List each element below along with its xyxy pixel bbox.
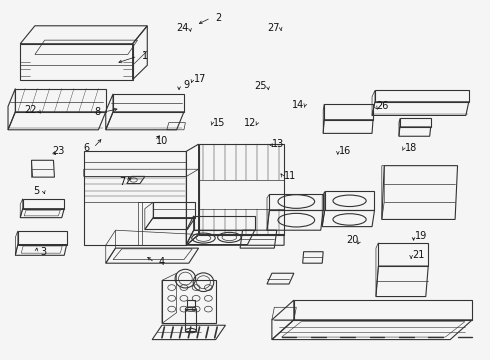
Text: 23: 23 [52, 145, 65, 156]
Text: 10: 10 [156, 136, 168, 145]
Text: 27: 27 [267, 23, 280, 33]
Text: 15: 15 [214, 118, 226, 128]
Text: 3: 3 [41, 247, 47, 257]
Text: 13: 13 [272, 139, 284, 149]
Text: 11: 11 [284, 171, 296, 181]
Text: 24: 24 [176, 23, 189, 33]
Text: 2: 2 [215, 13, 221, 23]
Text: 26: 26 [377, 102, 389, 112]
Text: 9: 9 [183, 80, 190, 90]
Text: 17: 17 [194, 74, 206, 84]
Text: 6: 6 [83, 143, 89, 153]
Text: 21: 21 [412, 250, 425, 260]
Text: 7: 7 [119, 177, 125, 187]
Text: 20: 20 [346, 235, 359, 245]
Text: 22: 22 [24, 105, 37, 115]
Text: 18: 18 [405, 143, 417, 153]
Text: 12: 12 [244, 118, 256, 128]
Text: 4: 4 [159, 257, 165, 267]
Text: 14: 14 [292, 100, 304, 110]
Text: 19: 19 [415, 231, 427, 240]
Text: 1: 1 [142, 51, 148, 61]
Text: 5: 5 [33, 186, 40, 196]
Text: 25: 25 [254, 81, 267, 91]
Text: 8: 8 [95, 107, 100, 117]
Text: 16: 16 [339, 145, 351, 156]
